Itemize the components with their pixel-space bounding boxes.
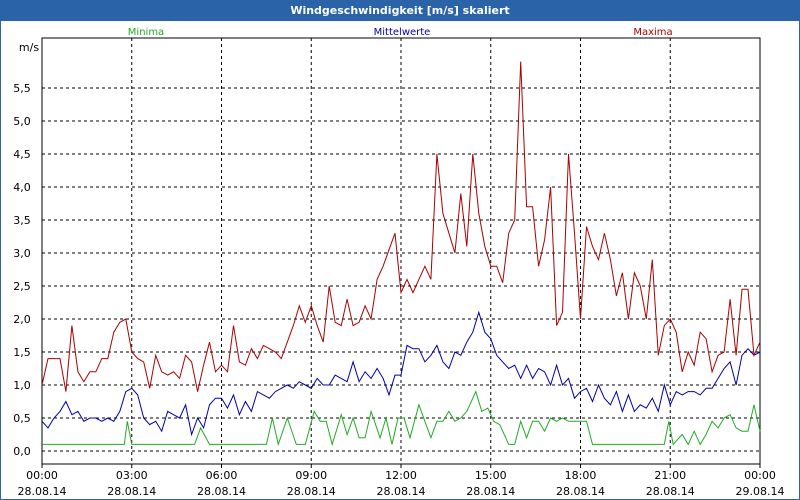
x-tick-time: 06:00 [206,469,238,482]
x-tick-date: 29.08.14 [736,485,785,498]
x-tick-time: 09:00 [295,469,327,482]
x-tick-date: 28.08.14 [107,485,156,498]
y-tick-label: 5,0 [13,115,31,128]
y-tick-label: 2,0 [13,313,31,326]
y-tick-label: 1,0 [13,379,31,392]
x-tick-date: 28.08.14 [287,485,336,498]
series-line-minima [42,390,761,447]
x-tick-time: 15:00 [475,469,507,482]
x-tick-time: 00:00 [744,469,776,482]
series-line-mittelwerte [41,310,761,437]
legend-mittelwerte: Mittelwerte [374,27,431,38]
x-tick-time: 21:00 [654,469,686,482]
y-tick-label: 1,5 [13,346,31,359]
y-tick-label: 2,5 [13,280,31,293]
y-tick-label: 4,0 [13,181,31,194]
x-tick-time: 00:00 [26,469,58,482]
y-tick-label: 5,5 [13,82,31,95]
y-tick-label: 3,0 [13,247,31,260]
y-tick-label: 4,5 [13,148,31,161]
y-axis-label: m/s [19,41,39,54]
series-line-maxima [41,61,761,392]
chart-title: Windgeschwindigkeit [m/s] skaliert [1,1,799,21]
legend-maxima: Maxima [633,27,672,38]
y-tick-label: 0,0 [13,445,31,458]
y-tick-label: 3,5 [13,214,31,227]
x-tick-date: 28.08.14 [646,485,695,498]
x-tick-time: 18:00 [565,469,597,482]
x-tick-date: 28.08.14 [18,485,67,498]
x-tick-date: 28.08.14 [197,485,246,498]
legend-minima: Minima [128,27,164,38]
y-tick-label: 0,5 [13,412,31,425]
x-tick-date: 28.08.14 [377,485,426,498]
x-tick-time: 03:00 [116,469,148,482]
x-tick-date: 28.08.14 [466,485,515,498]
x-tick-time: 12:00 [385,469,417,482]
x-tick-date: 28.08.14 [556,485,605,498]
